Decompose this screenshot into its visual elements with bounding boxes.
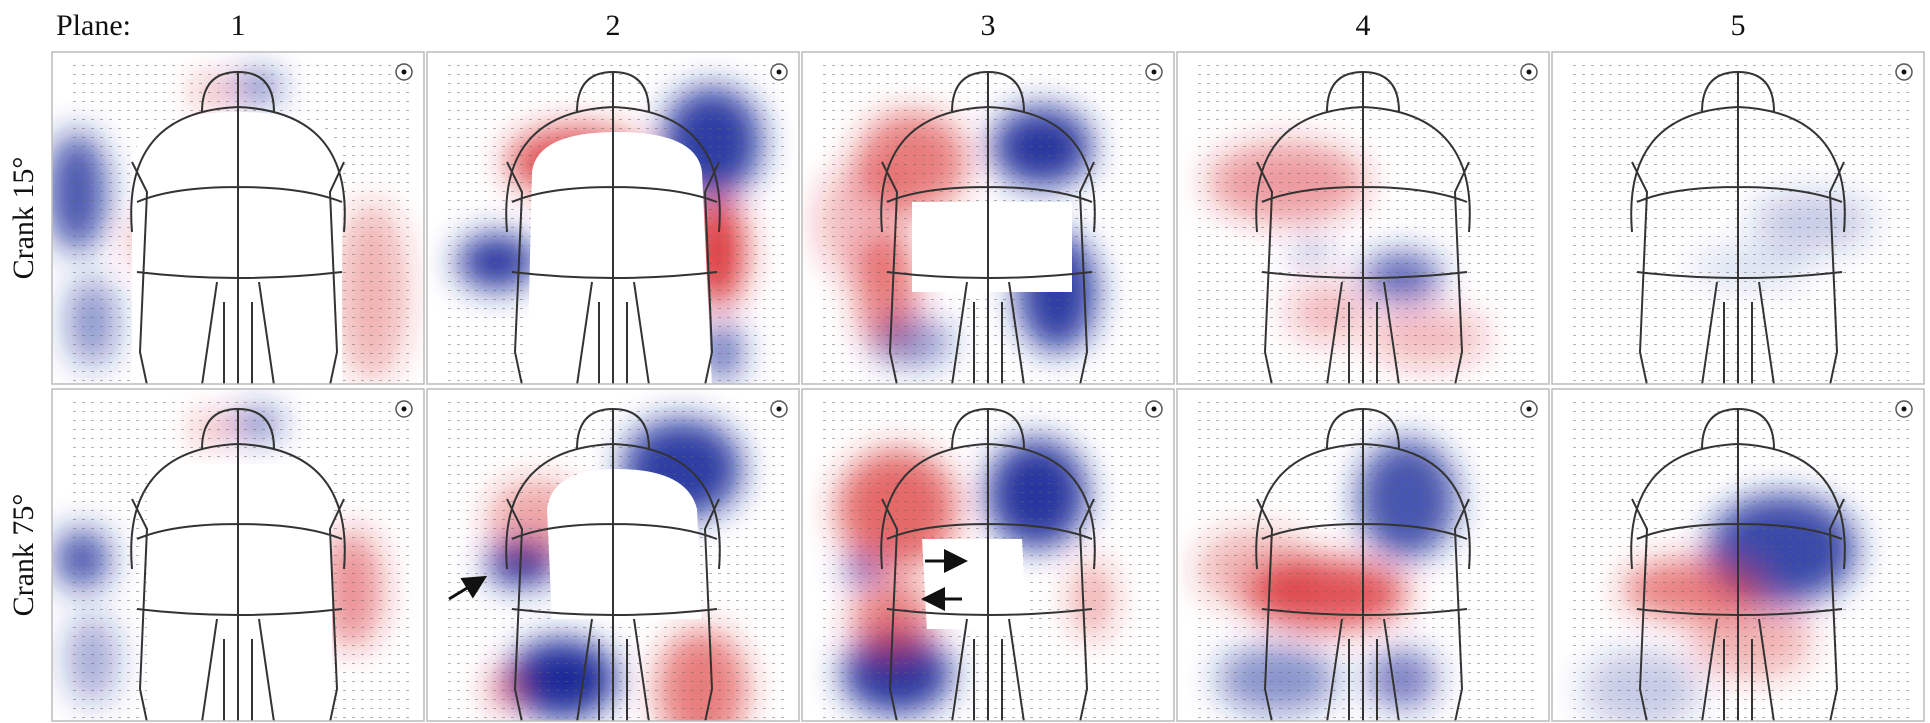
panel (1551, 388, 1925, 722)
panel-border (51, 51, 425, 385)
direction-dot (1151, 406, 1157, 412)
panel-content (802, 389, 1174, 721)
panel-content (427, 52, 799, 384)
direction-dot (1151, 69, 1157, 75)
panel-border (426, 388, 800, 722)
direction-dot (401, 406, 407, 412)
panel-content (802, 52, 1174, 384)
rider-outline (880, 407, 1096, 721)
arrow (448, 575, 488, 601)
panel-border (801, 388, 1175, 722)
panel (1176, 388, 1550, 722)
panel-content (1552, 52, 1924, 384)
plane-number: 1 (231, 9, 246, 42)
rider-outline (1255, 70, 1471, 384)
vector-field (1572, 399, 1914, 721)
direction-dot (1901, 406, 1907, 412)
panel-content (1552, 389, 1924, 721)
rider-outline (1630, 70, 1846, 384)
panel (426, 51, 800, 385)
panel-border (1551, 51, 1925, 385)
panel (51, 388, 425, 722)
rider-outline (880, 70, 1096, 384)
body-mask (147, 464, 332, 721)
panel (1176, 51, 1550, 385)
rider-outline (1255, 407, 1471, 721)
panel-content (1177, 52, 1549, 384)
body-mask (527, 132, 712, 384)
row-label: Crank 15° (7, 157, 40, 280)
plane-label: Plane: (56, 9, 131, 42)
panel (801, 51, 1175, 385)
panel-content (52, 52, 424, 384)
direction-dot (1526, 406, 1532, 412)
rider-outline (1630, 407, 1846, 721)
direction-dot (1526, 69, 1532, 75)
direction-dot (401, 69, 407, 75)
panel (1551, 51, 1925, 385)
direction-dot (776, 69, 782, 75)
vector-field (1197, 399, 1539, 721)
row-label: Crank 75° (7, 494, 40, 617)
plane-number: 5 (1731, 9, 1746, 42)
rider-outline (505, 407, 721, 721)
direction-dot (1901, 69, 1907, 75)
plane-number: 4 (1356, 9, 1371, 42)
rider-outline (505, 70, 721, 384)
plane-number: 3 (981, 9, 996, 42)
panel-border (1551, 388, 1925, 722)
panel-content (1177, 389, 1549, 721)
rider-outline (130, 70, 346, 384)
body-mask (912, 202, 1072, 292)
panel-border (1176, 51, 1550, 385)
vector-field (1572, 62, 1914, 384)
body-mask (547, 469, 702, 619)
vector-field (1197, 62, 1539, 384)
rider-outline (130, 407, 346, 721)
panel-border (51, 388, 425, 722)
panel-border (1176, 388, 1550, 722)
panel-border (801, 51, 1175, 385)
panel-border (426, 51, 800, 385)
panel (801, 388, 1175, 722)
panel (51, 51, 425, 385)
panel-content (52, 389, 424, 721)
plane-number: 2 (606, 9, 621, 42)
panel-content (427, 389, 799, 721)
direction-dot (776, 406, 782, 412)
panel (426, 388, 800, 722)
